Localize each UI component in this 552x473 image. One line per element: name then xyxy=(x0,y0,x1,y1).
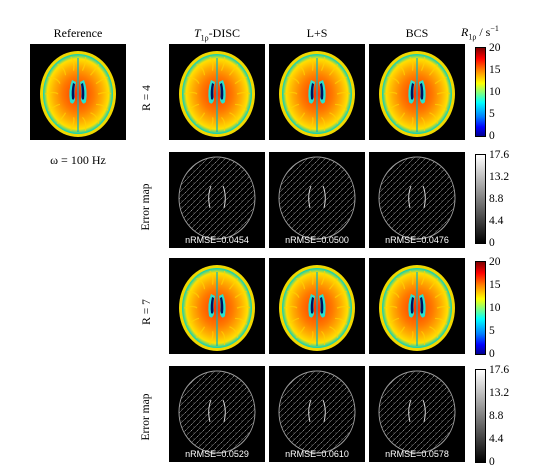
colorbar-r1rho-1 xyxy=(475,47,486,137)
tick-error-1-4: 0 xyxy=(489,237,495,249)
tick-r1rho-2-3: 5 xyxy=(489,325,495,337)
nrmse-r4-bcs: nRMSE=0.0476 xyxy=(385,235,449,245)
tick-error-1-1: 13.2 xyxy=(489,171,510,183)
error-r4-ls: nRMSE=0.0500 xyxy=(269,152,365,248)
colorbar-title-r: R xyxy=(461,25,469,39)
tick-r1rho-2-0: 20 xyxy=(489,256,501,268)
tick-r1rho-1-1: 15 xyxy=(489,64,501,76)
reference-map xyxy=(30,44,126,140)
nrmse-r4-disc: nRMSE=0.0454 xyxy=(185,235,249,245)
tick-error-1-0: 17.6 xyxy=(489,149,510,161)
row-label-error-2: Error map xyxy=(140,393,152,441)
col-title-bcs: BCS xyxy=(405,26,429,40)
colorbar-r1rho-2 xyxy=(475,261,486,355)
col-title-reference: Reference xyxy=(53,26,103,40)
col-title-disc-t: T xyxy=(193,26,201,40)
tick-r1rho-2-2: 10 xyxy=(489,302,501,314)
colorbar-title: R1ρ / s−1 xyxy=(461,24,499,41)
tick-error-1-3: 4.4 xyxy=(489,215,504,227)
map-r7-ls xyxy=(269,258,365,354)
nrmse-r7-ls: nRMSE=0.0610 xyxy=(285,449,349,459)
tick-r1rho-1-4: 0 xyxy=(489,130,495,142)
tick-r1rho-1-0: 20 xyxy=(489,42,501,54)
tick-error-2-3: 4.4 xyxy=(489,433,504,445)
nrmse-r7-bcs: nRMSE=0.0578 xyxy=(385,449,449,459)
tick-r1rho-1-2: 10 xyxy=(489,86,501,98)
nrmse-r4-ls: nRMSE=0.0500 xyxy=(285,235,349,245)
tick-r1rho-2-1: 15 xyxy=(489,279,501,291)
col-title-disc-sub: 1ρ xyxy=(200,33,209,43)
tick-r1rho-2-4: 0 xyxy=(489,348,495,360)
error-r7-bcs: nRMSE=0.0578 xyxy=(369,366,465,462)
col-title-disc-suffix: -DISC xyxy=(208,26,241,40)
map-r4-disc xyxy=(169,44,265,140)
tick-error-2-4: 0 xyxy=(489,456,495,468)
map-r7-bcs xyxy=(369,258,465,354)
error-r4-disc: nRMSE=0.0454 xyxy=(169,152,265,248)
tick-error-2-1: 13.2 xyxy=(489,387,510,399)
error-r7-disc: nRMSE=0.0529 xyxy=(169,366,265,462)
error-r7-ls: nRMSE=0.0610 xyxy=(269,366,365,462)
map-r4-bcs xyxy=(369,44,465,140)
tick-error-2-0: 17.6 xyxy=(489,364,510,376)
tick-error-2-2: 8.8 xyxy=(489,410,504,422)
col-title-disc: T1ρ-DISC xyxy=(169,26,265,42)
colorbar-error-1 xyxy=(475,154,486,244)
map-r4-ls xyxy=(269,44,365,140)
error-r4-bcs: nRMSE=0.0476 xyxy=(369,152,465,248)
tick-r1rho-1-3: 5 xyxy=(489,108,495,120)
reference-caption: ω = 100 Hz xyxy=(50,153,106,167)
colorbar-title-unit: / s xyxy=(476,25,491,39)
colorbar-error-2 xyxy=(475,369,486,463)
row-label-r4: R = 4 xyxy=(141,85,153,111)
colorbar-title-sub: 1ρ xyxy=(468,32,477,42)
row-label-error-1: Error map xyxy=(140,183,152,231)
colorbar-title-exp: −1 xyxy=(490,24,499,33)
col-title-ls: L+S xyxy=(306,26,328,40)
tick-error-1-2: 8.8 xyxy=(489,193,504,205)
nrmse-r7-disc: nRMSE=0.0529 xyxy=(185,449,249,459)
row-label-r7: R = 7 xyxy=(141,299,153,325)
map-r7-disc xyxy=(169,258,265,354)
